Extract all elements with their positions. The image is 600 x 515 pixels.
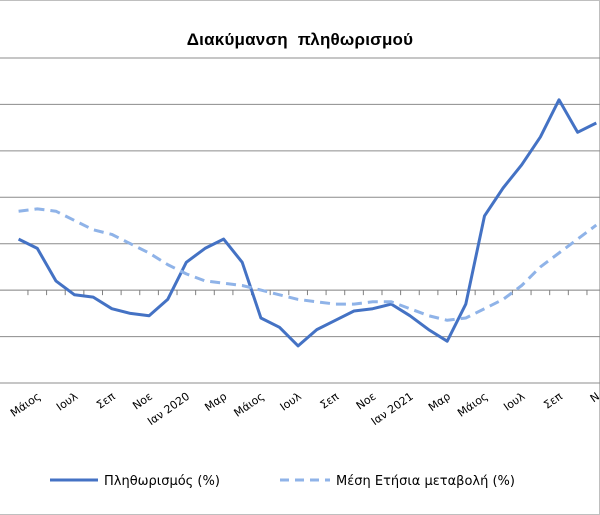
- x-tick-label: Ν: [588, 390, 600, 405]
- x-tick-label: Μάιος: [232, 390, 267, 420]
- series-group: [17, 98, 598, 348]
- x-axis: [0, 289, 600, 296]
- x-tick-label: Μαρ: [426, 390, 453, 414]
- x-tick-label: Μάιος: [455, 390, 490, 420]
- legend: Πληθωρισμός (%) Μέση Ετήσια μεταβολή (%): [50, 474, 515, 489]
- x-tick-label: Σεπ: [541, 390, 565, 412]
- x-tick-label: Ιουλ: [278, 390, 305, 414]
- gridlines: [0, 57, 600, 384]
- x-tick-label: Μαρ: [202, 390, 229, 414]
- x-tick-label: Ιαν 2021: [369, 390, 416, 428]
- x-tick-label: Ιουλ: [54, 390, 81, 414]
- x-tick-label: Ιαν 2020: [145, 390, 192, 428]
- x-tick-label: Σεπ: [318, 390, 342, 412]
- legend-label-inflation: Πληθωρισμός (%): [104, 474, 220, 489]
- chart-title: Διακύμανση πληθωρισμού: [186, 30, 414, 49]
- legend-label-average: Μέση Ετήσια μεταβολή (%): [336, 474, 515, 489]
- x-tick-label: Σεπ: [94, 390, 118, 412]
- x-tick-label: Μάιος: [8, 390, 43, 420]
- x-tick-label: Νοε: [354, 390, 379, 413]
- series-line-inflation: [17, 98, 597, 348]
- x-tick-label: Ιουλ: [501, 390, 528, 414]
- x-tick-label: Νοε: [130, 390, 155, 413]
- series-line-average: [18, 207, 598, 322]
